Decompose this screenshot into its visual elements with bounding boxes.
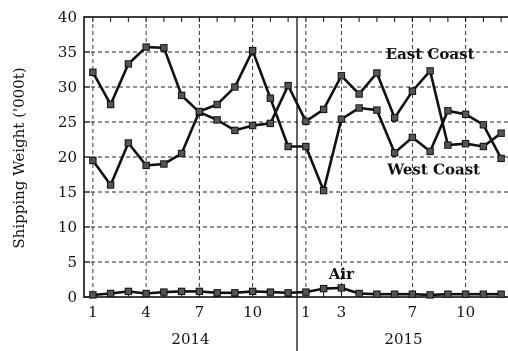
data-point <box>195 287 204 296</box>
data-point <box>444 107 452 115</box>
data-point <box>390 290 399 298</box>
data-point <box>248 287 257 296</box>
data-point <box>426 147 434 156</box>
data-point <box>390 114 399 122</box>
data-point <box>142 289 150 298</box>
y-tick-label: 0 <box>67 288 77 306</box>
data-point <box>373 69 381 77</box>
series-label: Air <box>328 265 355 283</box>
data-point <box>177 287 186 296</box>
data-point <box>160 288 168 296</box>
data-point <box>426 291 434 299</box>
data-point <box>497 129 505 137</box>
data-point <box>355 104 363 112</box>
data-point <box>124 287 133 296</box>
data-point <box>497 290 505 298</box>
data-point <box>266 94 275 102</box>
data-point <box>390 149 399 157</box>
data-point <box>160 44 168 52</box>
data-point <box>337 284 346 292</box>
data-point <box>302 117 310 125</box>
year-label: 2015 <box>384 330 422 348</box>
data-point <box>497 154 505 163</box>
data-point <box>355 289 363 298</box>
data-point <box>248 46 257 55</box>
data-point <box>177 91 186 100</box>
x-tick-label: 7 <box>408 303 418 321</box>
data-point <box>479 121 488 129</box>
data-point <box>89 68 97 76</box>
series-layer <box>89 43 505 299</box>
x-tick-label: 1 <box>88 303 98 321</box>
data-point <box>479 290 488 298</box>
labels: East Coast West Coast Air <box>328 45 480 283</box>
x-tick-label: 10 <box>243 303 262 321</box>
data-point <box>408 87 417 95</box>
data-point <box>337 72 346 80</box>
data-point <box>461 140 470 148</box>
y-tick-label: 40 <box>58 8 77 26</box>
y-tick-label: 25 <box>58 113 77 131</box>
data-point <box>195 107 204 116</box>
data-point <box>302 288 310 296</box>
series-label: East Coast <box>386 45 475 63</box>
y-tick-label: 15 <box>58 183 77 201</box>
data-point <box>284 81 292 90</box>
data-point <box>213 100 221 109</box>
data-point <box>284 289 292 297</box>
data-point <box>337 115 346 123</box>
y-axis-label: Shipping Weight ('000t) <box>10 67 28 248</box>
y-tick-label: 5 <box>67 253 77 271</box>
data-point <box>213 289 221 297</box>
data-point <box>444 141 452 149</box>
data-point <box>302 142 310 151</box>
data-point <box>319 284 328 293</box>
x-tick-label: 4 <box>141 303 151 321</box>
data-point <box>426 67 434 75</box>
data-point <box>124 139 133 147</box>
data-point <box>106 181 115 189</box>
data-point <box>231 289 239 297</box>
data-point <box>142 161 150 170</box>
data-point <box>177 149 186 158</box>
data-point <box>106 100 115 109</box>
data-point <box>89 291 97 299</box>
x-tick-label: 10 <box>456 303 475 321</box>
data-point <box>106 289 115 298</box>
data-point <box>89 156 97 165</box>
y-tick-label: 20 <box>58 148 77 166</box>
data-point <box>373 106 381 114</box>
data-point <box>479 142 488 151</box>
data-point <box>248 121 257 130</box>
data-point <box>461 290 470 298</box>
data-point <box>408 133 417 142</box>
y-tick-label: 30 <box>58 78 77 96</box>
data-point <box>408 290 417 298</box>
y-tick-label: 10 <box>58 218 77 236</box>
data-point <box>160 160 168 168</box>
x-tick-label: 3 <box>337 303 347 321</box>
data-point <box>319 186 328 195</box>
data-point <box>373 290 381 298</box>
year-label: 2014 <box>171 330 209 348</box>
data-point <box>444 290 452 298</box>
x-tick-label: 1 <box>301 303 311 321</box>
data-point <box>461 110 470 118</box>
data-point <box>231 126 239 135</box>
x-tick-label: 7 <box>195 303 205 321</box>
y-tick-label: 35 <box>58 43 77 61</box>
data-point <box>266 119 275 128</box>
data-point <box>142 43 150 51</box>
data-point <box>231 83 239 91</box>
data-point <box>213 116 221 124</box>
data-point <box>284 142 292 151</box>
data-point <box>124 60 133 68</box>
data-point <box>355 90 363 98</box>
data-point <box>266 288 275 296</box>
series-label: West Coast <box>386 161 480 179</box>
data-point <box>319 105 328 114</box>
